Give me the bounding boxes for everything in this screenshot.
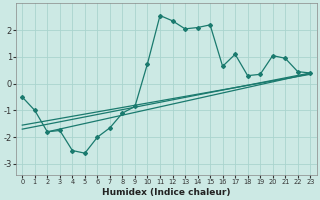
X-axis label: Humidex (Indice chaleur): Humidex (Indice chaleur) — [102, 188, 230, 197]
